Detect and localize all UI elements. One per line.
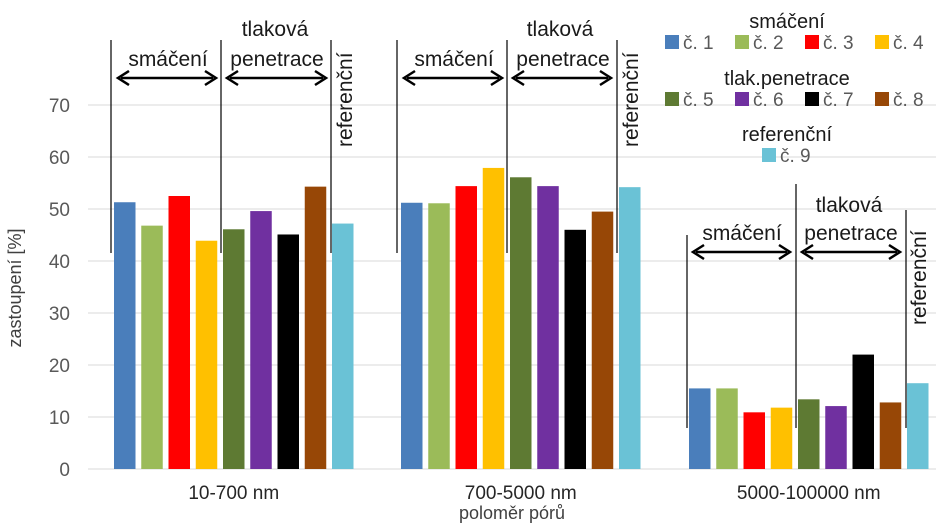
annotation-label: smáčení [702,222,782,245]
bar-s6-c2 [537,186,559,469]
double-arrow [690,243,793,261]
annotation-label: tlaková [816,194,883,217]
legend-item-label: č. 4 [893,33,924,54]
annotation-label: tlaková [527,18,594,41]
bar-s3-c1 [168,196,190,469]
legend-item-label: č. 8 [893,90,924,111]
legend-swatch [735,35,749,49]
bar-s1-c1 [114,202,136,470]
legend-item-label: č. 7 [823,90,854,111]
category-labels: 10-700 nm 700-5000 nm 5000-100000 nm [188,483,880,504]
double-arrow [115,69,219,87]
y-tick-label: 0 [59,460,70,481]
bars [114,167,929,470]
legend-item-label: č. 9 [780,146,811,167]
bar-s2-c1 [141,225,163,469]
y-tick-label: 40 [49,252,70,273]
annotation-label: penetrace [804,222,897,245]
category-label: 10-700 nm [188,483,279,504]
annotation-label: penetrace [230,48,323,71]
bar-s7-c1 [277,234,299,469]
bar-s7-c2 [564,229,586,469]
legend-swatch [665,92,679,106]
legend-swatch [805,35,819,49]
annotation-label: tlaková [242,18,309,41]
double-arrow [224,69,329,87]
annotation-label: smáčení [414,48,494,71]
double-arrow [401,69,505,87]
legend-swatch [875,92,889,106]
legend-swatch [762,148,776,162]
bar-s4-c1 [195,240,218,469]
category-label: 700-5000 nm [465,483,577,504]
legend-item-label: č. 2 [753,33,784,54]
bar-s8-c1 [304,186,327,469]
double-arrow [799,243,903,261]
legend-swatch [735,92,749,106]
legend-item-label: č. 1 [683,33,714,54]
annotations: smáčení tlaková penetrace referenční smáčení… [110,18,931,428]
double-arrow [510,69,614,87]
bar-s6-c1 [250,211,272,469]
y-tick-label: 60 [49,148,70,169]
annotation-label-vertical: referenční [620,52,643,147]
y-tick-label: 50 [49,200,70,221]
legend-item-label: č. 6 [753,90,784,111]
bar-s2-c3 [716,388,738,469]
y-tick-label: 70 [49,96,70,117]
bar-s2-c2 [428,203,450,469]
y-tick-label: 20 [49,356,70,377]
bar-s9-c2 [619,187,641,469]
legend-group-title: smáčení [749,11,825,33]
bar-s8-c2 [591,211,614,469]
annotation-label-vertical: referenční [334,52,357,147]
legend-swatch [805,92,819,106]
bar-s1-c3 [689,388,711,469]
bar-s3-c2 [455,186,477,469]
bar-s5-c2 [510,177,532,469]
bar-s5-c1 [223,229,245,469]
bar-s1-c2 [401,202,423,469]
bar-s9-c1 [332,223,354,469]
bar-s7-c3 [852,354,874,469]
bar-s9-c3 [907,383,929,469]
bar-s3-c3 [743,412,765,469]
annotation-label: penetrace [516,48,609,71]
legend-swatch [875,35,889,49]
legend-group-title: referenční [742,124,832,146]
bar-s6-c3 [825,406,847,469]
y-axis-title: zastoupení [%] [5,228,25,347]
legend-item-label: č. 5 [683,90,714,111]
annotation-label-vertical: referenční [908,230,931,325]
bar-s5-c3 [798,399,820,469]
annotation-label: smáčení [128,48,208,71]
legend-swatch [665,35,679,49]
y-tick-label: 30 [49,304,70,325]
bar-s4-c2 [482,167,505,470]
bar-s4-c3 [770,407,793,469]
y-axis-ticks: 0 10 20 30 40 50 60 70 [49,96,70,481]
bar-s8-c3 [879,402,902,469]
category-label: 5000-100000 nm [737,483,881,504]
legend-item-label: č. 3 [823,33,854,54]
y-tick-label: 10 [49,408,70,429]
legend-group-title: tlak.penetrace [724,68,850,90]
x-axis-title: poloměr pórů [459,503,565,523]
